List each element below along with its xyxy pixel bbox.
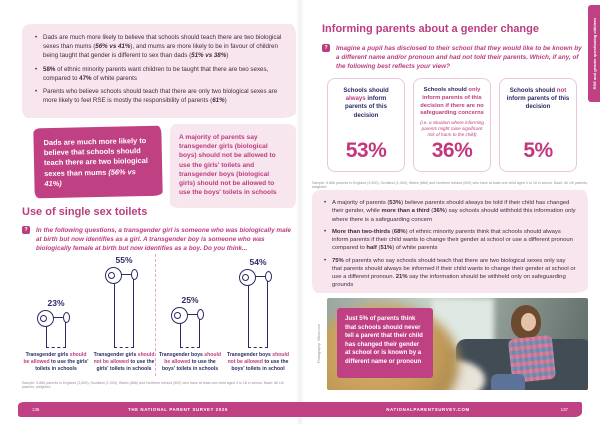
bar-category-label: Transgender girls should be allowed to u…: [23, 352, 89, 373]
question-mark-icon: ?: [22, 226, 30, 234]
photo-girl-on-sofa: Just 5% of parents think that schools sh…: [327, 298, 588, 390]
list-item: • More than two-thirds (68%) of ethnic m…: [324, 228, 576, 253]
callout-text: Dads are much more likely to believe tha…: [43, 135, 148, 189]
bar-value-label: 55%: [115, 255, 133, 265]
page-title: Informing parents about a gender change: [322, 23, 539, 35]
survey-question-row: ? In the following questions, a transgen…: [22, 226, 294, 253]
bar: [114, 274, 134, 348]
bar-category-label: Transgender boys should be allowed to us…: [159, 352, 221, 373]
footer-bar: 136 THE NATIONAL PARENT SURVEY 2025 NATI…: [18, 402, 582, 417]
photo-quote-overlay: Just 5% of parents think that schools sh…: [337, 308, 433, 378]
bullet-text: 58% of ethnic minority parents want chil…: [43, 65, 269, 82]
toilet-roll-end: [197, 309, 204, 320]
list-item: • 75% of parents who say schools should …: [324, 257, 576, 290]
callout-text: A majority of parents say transgender gi…: [179, 134, 277, 197]
findings-bullets-panel: • A majority of parents (53%) believe pa…: [312, 190, 588, 293]
chart-bar-group: 23%: [25, 256, 87, 348]
bullet-text: More than two-thirds (68%) of ethnic min…: [332, 228, 573, 252]
stat-callout-light: A majority of parents say transgender gi…: [170, 124, 296, 208]
bullet-marker: •: [35, 65, 38, 73]
footer-title: THE NATIONAL PARENT SURVEY 2025: [128, 407, 228, 412]
toilet-roll-pictogram: [239, 269, 272, 348]
toilet-roll-icon: [171, 307, 188, 324]
bar-value-label: 25%: [181, 295, 199, 305]
list-item: • 58% of ethnic minority parents want ch…: [35, 65, 283, 83]
photo-girl-face: [520, 312, 536, 331]
stat-card-value: 5%: [523, 139, 553, 162]
bar-category-label: Transgender boys should not be allowed t…: [227, 352, 289, 373]
list-item: • A majority of parents (53%) believe pa…: [324, 199, 576, 224]
bullet-marker: •: [35, 87, 38, 95]
bullet-marker: •: [324, 256, 327, 264]
photo-credit: Photography: iStock.com: [317, 324, 321, 364]
stat-card: Schools should only inform parents of th…: [413, 78, 491, 172]
bar-value-label: 54%: [249, 257, 267, 267]
stat-card: Schools should not inform parents of thi…: [499, 78, 577, 172]
question-mark-icon: ?: [322, 44, 330, 52]
toilet-roll-pictogram: [37, 310, 70, 348]
footer-website: NATIONALPARENTSURVEY.COM: [386, 407, 470, 412]
stat-callout-dark: Dads are much more likely to believe tha…: [33, 125, 163, 199]
chart-bar-group: 55%: [93, 255, 155, 348]
survey-question-text: Imagine a pupil has disclosed to their s…: [336, 45, 582, 71]
bar: [180, 314, 200, 348]
stat-card-label: Schools should not inform parents of thi…: [506, 87, 570, 111]
toilet-roll-end: [131, 269, 138, 280]
sample-footnote: Sample: 5,866 parents in England (3,500)…: [22, 381, 284, 389]
toilet-roll-end: [63, 312, 70, 323]
bar-value-label: 23%: [47, 298, 65, 308]
list-item: • Dads are much more likely to believe t…: [35, 33, 283, 61]
stat-card-label: Schools should always inform parents of …: [343, 87, 389, 119]
page-number-right: 137: [560, 407, 568, 412]
intro-bullets-panel: • Dads are much more likely to believe t…: [22, 24, 296, 118]
page-spine: [296, 0, 304, 424]
toilet-roll-pictogram: [105, 267, 138, 348]
chart-bar-group: 54%: [227, 256, 289, 348]
stat-card-label: Schools should only inform parents of th…: [420, 87, 484, 117]
photo-girl-jeans: [491, 374, 526, 390]
toilet-roll-icon: [239, 269, 256, 286]
bullet-marker: •: [324, 199, 327, 206]
bullet-text: 75% of parents who say schools should te…: [332, 257, 576, 289]
bullet-text: Dads are much more likely to believe tha…: [43, 34, 282, 60]
list-item: • Parents who believe schools should tea…: [35, 87, 283, 105]
stat-card-value: 53%: [345, 139, 387, 162]
sample-footnote: Sample: 5,866 parents in England (3,500)…: [312, 181, 588, 189]
bullet-marker: •: [35, 34, 38, 41]
toilet-roll-icon: [105, 267, 122, 284]
stat-card-note: (i.e. a situation where informing parent…: [420, 120, 484, 138]
bullet-text: A majority of parents (53%) believe pare…: [332, 200, 576, 223]
stat-card: Schools should always inform parents of …: [327, 78, 405, 172]
survey-question-row: ? Imagine a pupil has disclosed to their…: [322, 44, 584, 71]
toilet-roll-pictogram: [171, 307, 204, 348]
section-heading: Use of single sex toilets: [22, 206, 148, 218]
survey-question-text: In the following questions, a transgende…: [36, 227, 291, 253]
chart-bar-group: 25%: [159, 256, 221, 348]
bullet-text: Parents who believe schools should teach…: [43, 87, 278, 105]
chapter-side-tab-label: RSE and gender questioning children: [591, 17, 597, 90]
bar: [248, 276, 268, 348]
toilet-roll-icon: [37, 310, 54, 327]
chart-divider-line: [155, 254, 156, 376]
page-number-left: 136: [32, 407, 40, 412]
bar-category-label: Transgender girls should not be allowed …: [93, 352, 155, 373]
stat-card-value: 36%: [431, 139, 473, 162]
bullet-marker: •: [324, 227, 327, 235]
chapter-side-tab: RSE and gender questioning children: [588, 5, 600, 102]
toilet-roll-end: [265, 271, 272, 282]
